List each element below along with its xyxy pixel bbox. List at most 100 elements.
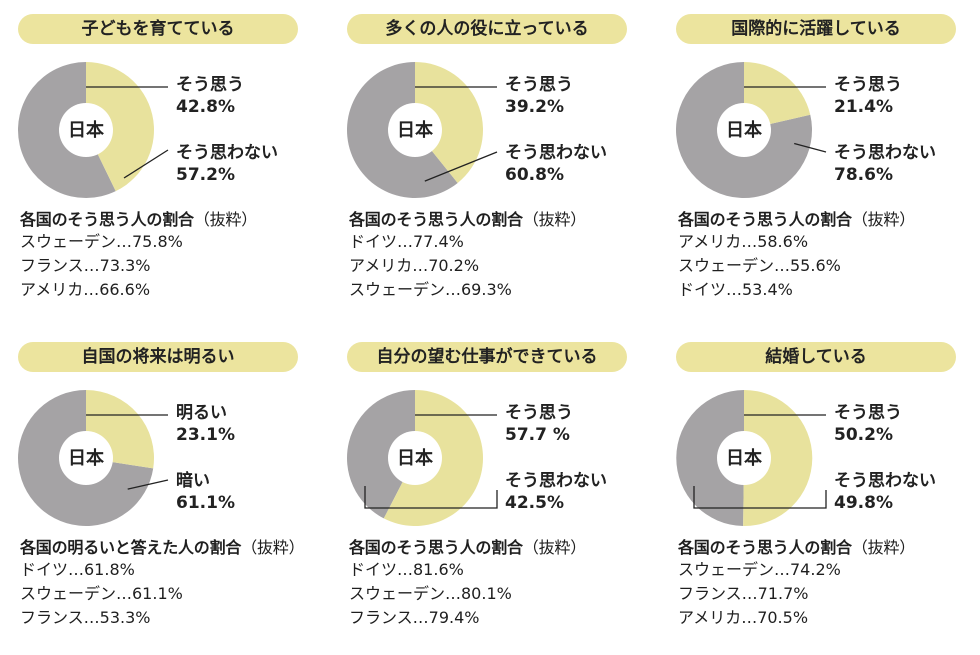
ranking-block: 各国のそう思う人の割合（抜粋） スウェーデン…74.2% フランス…71.7% … xyxy=(678,534,976,630)
chart-panel-international: 国際的に活躍している 日本 そう思う 21.4% そう思わない 78.6% 各国のそう思… xyxy=(676,0,976,320)
donut-hole xyxy=(59,103,113,157)
stat-label-no: そう思わない xyxy=(834,471,936,491)
center-label: 日本 xyxy=(726,119,762,141)
stat-label-no: そう思わない xyxy=(176,143,278,163)
ranking-item-2: フランス…71.7% xyxy=(678,584,809,603)
chart-title: 自国の将来は明るい xyxy=(18,342,298,372)
pie-slice-no xyxy=(347,390,415,519)
stat-label-no: そう思わない xyxy=(505,143,607,163)
ranking-block: 各国のそう思う人の割合（抜粋） アメリカ…58.6% スウェーデン…55.6% … xyxy=(678,206,976,302)
ranking-heading: 各国のそう思う人の割合（抜粋） xyxy=(20,206,318,230)
stat-value-no: 60.8% xyxy=(505,165,564,185)
ranking-note: （抜粋） xyxy=(522,210,587,229)
leader-line-no xyxy=(364,486,498,509)
stat-value-yes: 42.8% xyxy=(176,97,235,117)
stat-value-no: 61.1% xyxy=(176,493,235,513)
ranking-item-1: ドイツ…81.6% xyxy=(349,560,464,579)
ranking-block: 各国のそう思う人の割合（抜粋） ドイツ…77.4% アメリカ…70.2% スウェ… xyxy=(349,206,647,302)
stat-label-no: そう思わない xyxy=(834,143,936,163)
ranking-heading: 各国の明るいと答えた人の割合（抜粋） xyxy=(20,534,318,558)
leader-line-no xyxy=(123,149,169,179)
chart-title: 国際的に活躍している xyxy=(676,14,956,44)
pie-slice-yes xyxy=(743,389,813,526)
chart-title: 多くの人の役に立っている xyxy=(347,14,627,44)
ranking-item-2: アメリカ…70.2% xyxy=(349,256,480,275)
stat-label-yes: そう思う xyxy=(505,75,573,95)
ranking-item-3: アメリカ…66.6% xyxy=(20,280,151,299)
ranking-item-3: ドイツ…53.4% xyxy=(678,280,793,299)
pie-slice-no xyxy=(676,390,744,526)
ranking-title: 各国のそう思う人の割合 xyxy=(349,210,523,229)
donut-hole xyxy=(717,103,771,157)
ranking-heading: 各国のそう思う人の割合（抜粋） xyxy=(349,206,647,230)
donut-hole xyxy=(59,431,113,485)
pie-slice-yes xyxy=(415,62,484,183)
ranking-item-1: スウェーデン…75.8% xyxy=(20,232,183,251)
stat-label-yes: そう思う xyxy=(834,403,902,423)
stat-label-yes: そう思う xyxy=(834,75,902,95)
center-label: 日本 xyxy=(68,447,104,469)
chart-panel-helpful: 多くの人の役に立っている 日本 そう思う 39.2% そう思わない 60.8% 各国のそ… xyxy=(347,0,647,320)
chart-panel-work: 自分の望む仕事ができている 日本 そう思う 57.7 % そう思わない 42.5% 各国… xyxy=(347,328,647,648)
stat-value-yes: 39.2% xyxy=(505,97,564,117)
ranking-block: 各国の明るいと答えた人の割合（抜粋） ドイツ…61.8% スウェーデン…61.1… xyxy=(20,534,318,630)
chart-panel-married: 結婚している 日本 そう思う 50.2% そう思わない 49.8% 各国のそう思う人の割… xyxy=(676,328,976,648)
stat-label-yes: そう思う xyxy=(176,75,244,95)
ranking-block: 各国のそう思う人の割合（抜粋） ドイツ…81.6% スウェーデン…80.1% フ… xyxy=(349,534,647,630)
leader-line-no xyxy=(693,486,827,509)
stat-value-no: 57.2% xyxy=(176,165,235,185)
stat-value-yes: 23.1% xyxy=(176,425,235,445)
ranking-item-1: スウェーデン…74.2% xyxy=(678,560,841,579)
stat-label-no: 暗い xyxy=(176,470,210,491)
chart-title: 結婚している xyxy=(676,342,956,372)
stat-value-yes: 50.2% xyxy=(834,425,893,445)
ranking-note: （抜粋） xyxy=(522,538,587,557)
ranking-item-3: フランス…53.3% xyxy=(20,608,151,627)
ranking-item-1: ドイツ…77.4% xyxy=(349,232,464,251)
leader-line-no xyxy=(424,151,498,182)
ranking-block: 各国のそう思う人の割合（抜粋） スウェーデン…75.8% フランス…73.3% … xyxy=(20,206,318,302)
stat-label-yes: 明るい xyxy=(176,403,227,423)
leader-line-no xyxy=(794,142,827,153)
ranking-item-2: スウェーデン…61.1% xyxy=(20,584,183,603)
ranking-item-2: スウェーデン…55.6% xyxy=(678,256,841,275)
center-label: 日本 xyxy=(397,447,433,469)
center-label: 日本 xyxy=(397,119,433,141)
stat-label-yes: そう思う xyxy=(505,403,573,423)
chart-panel-children: 子どもを育てている 日本 そう思う 42.8% そう思わない 57.2% 各国のそう思う… xyxy=(17,0,318,320)
chart-title: 自分の望む仕事ができている xyxy=(347,342,627,372)
ranking-title: 各国の明るいと答えた人の割合 xyxy=(20,538,242,557)
leader-line-no xyxy=(127,479,169,490)
stat-label-no: そう思わない xyxy=(505,471,607,491)
chart-panel-future: 自国の将来は明るい 日本 明るい 23.1% 暗い 61.1% 各国の明るいと答えた人の… xyxy=(18,328,318,648)
ranking-item-3: スウェーデン…69.3% xyxy=(349,280,512,299)
chart-title: 子どもを育てている xyxy=(18,14,298,44)
stat-value-yes: 21.4% xyxy=(834,97,893,117)
ranking-heading: 各国のそう思う人の割合（抜粋） xyxy=(349,534,647,558)
pie-slice-yes xyxy=(86,62,154,192)
ranking-heading: 各国のそう思う人の割合（抜粋） xyxy=(678,534,976,558)
ranking-note: （抜粋） xyxy=(851,210,916,229)
ranking-title: 各国のそう思う人の割合 xyxy=(349,538,523,557)
center-label: 日本 xyxy=(726,447,762,469)
ranking-item-2: スウェーデン…80.1% xyxy=(349,584,512,603)
stat-value-no: 78.6% xyxy=(834,165,893,185)
ranking-note: （抜粋） xyxy=(193,210,258,229)
donut-hole xyxy=(388,103,442,157)
ranking-item-1: ドイツ…61.8% xyxy=(20,560,135,579)
donut-hole xyxy=(388,431,442,485)
center-label: 日本 xyxy=(68,119,104,141)
stat-value-no: 49.8% xyxy=(834,493,893,513)
ranking-note: （抜粋） xyxy=(851,538,916,557)
ranking-title: 各国のそう思う人の割合 xyxy=(678,210,852,229)
donut-hole xyxy=(717,431,771,485)
ranking-item-3: フランス…79.4% xyxy=(349,608,480,627)
ranking-note: （抜粋） xyxy=(241,538,305,557)
ranking-heading: 各国のそう思う人の割合（抜粋） xyxy=(678,206,976,230)
